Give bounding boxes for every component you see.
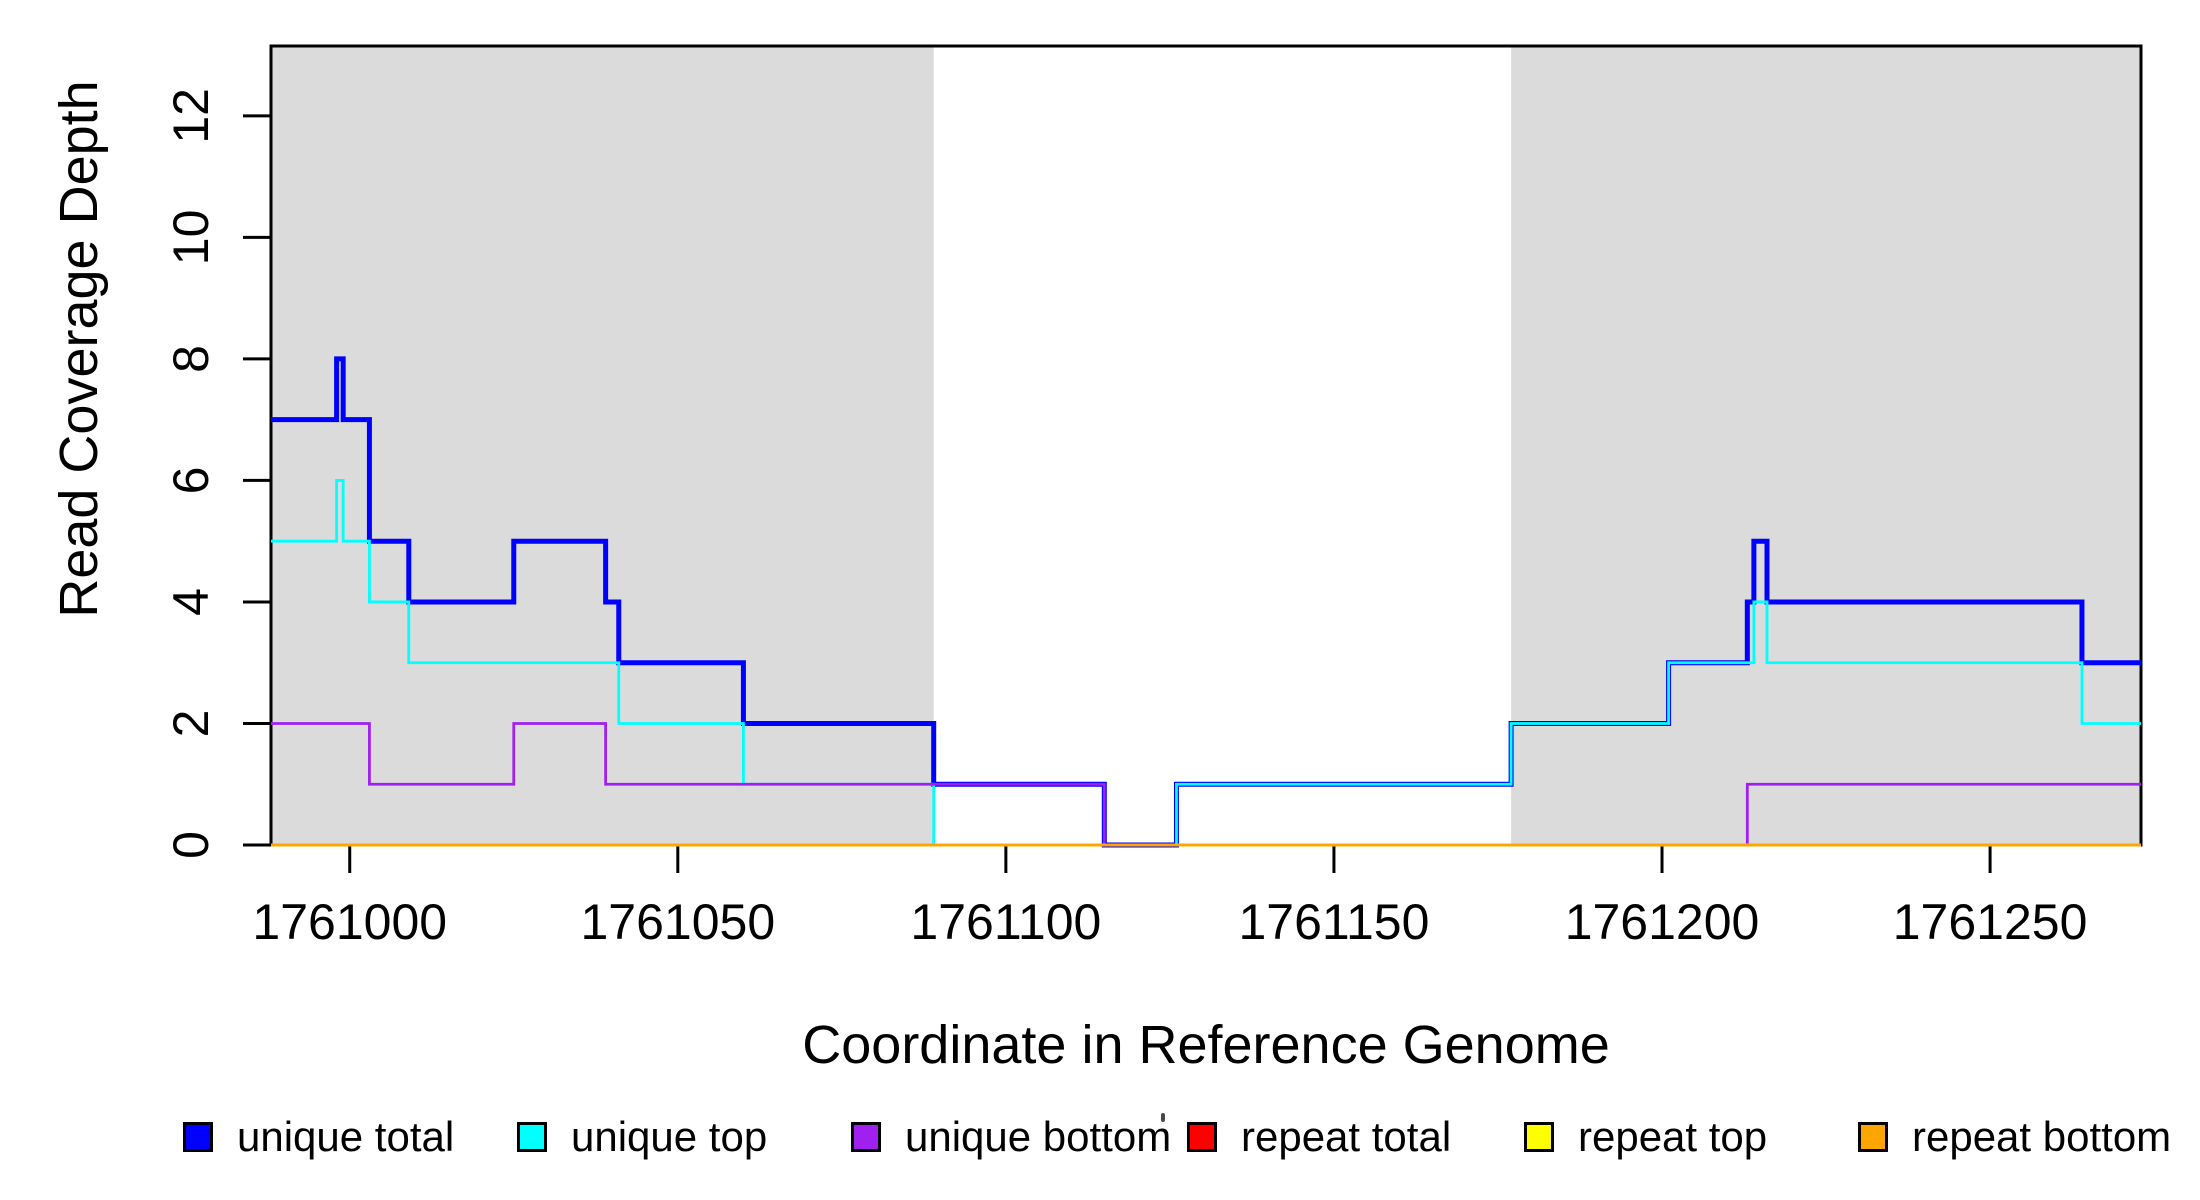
legend-swatch xyxy=(183,1122,213,1152)
x-tick-label: 1761000 xyxy=(252,894,447,950)
legend-label: repeat total xyxy=(1241,1113,1452,1160)
y-tick-label: 10 xyxy=(163,210,219,266)
stray-mark xyxy=(1161,1113,1165,1122)
y-axis-title: Read Coverage Depth xyxy=(49,80,109,618)
legend-item-repeat-bottom: repeat bottom xyxy=(1858,1113,2172,1160)
x-tick-label: 1761150 xyxy=(1238,894,1429,950)
y-tick-label: 0 xyxy=(163,831,219,859)
y-tick-label: 6 xyxy=(163,467,219,495)
legend: unique total unique top unique bottom repea… xyxy=(0,1113,2200,1161)
y-tick-label: 4 xyxy=(163,588,219,616)
y-tick-label: 8 xyxy=(163,345,219,373)
series-unique-bottom xyxy=(271,722,2141,847)
shaded-region xyxy=(1511,46,2141,845)
legend-item-unique-total: unique total xyxy=(183,1113,455,1160)
x-tick-label: 1761200 xyxy=(1565,894,1760,950)
y-tick-label: 12 xyxy=(163,88,219,144)
series-unique-top xyxy=(271,479,2141,847)
legend-swatch xyxy=(851,1122,881,1152)
legend-item-repeat-total: repeat total xyxy=(1187,1113,1452,1160)
legend-label: unique top xyxy=(571,1113,768,1160)
legend-label: unique bottom xyxy=(905,1113,1172,1160)
x-axis-title: Coordinate in Reference Genome xyxy=(802,1015,1610,1075)
series-unique-total xyxy=(271,356,2141,848)
y-tick-label: 2 xyxy=(163,710,219,738)
x-tick-label: 1761050 xyxy=(580,894,775,950)
legend-swatch xyxy=(1187,1122,1217,1152)
legend-label: repeat top xyxy=(1578,1113,1768,1160)
legend-item-unique-top: unique top xyxy=(517,1113,768,1160)
legend-item-unique-bottom: unique bottom xyxy=(851,1113,1172,1160)
x-tick-label: 1761100 xyxy=(910,894,1101,950)
legend-item-repeat-top: repeat top xyxy=(1524,1113,1768,1160)
shaded-region xyxy=(271,46,934,845)
legend-label: repeat bottom xyxy=(1912,1113,2172,1160)
legend-swatch xyxy=(1858,1122,1888,1152)
x-tick-label: 1761250 xyxy=(1893,894,2088,950)
legend-swatch xyxy=(517,1122,547,1152)
legend-label: unique total xyxy=(237,1113,455,1160)
legend-swatch xyxy=(1524,1122,1554,1152)
